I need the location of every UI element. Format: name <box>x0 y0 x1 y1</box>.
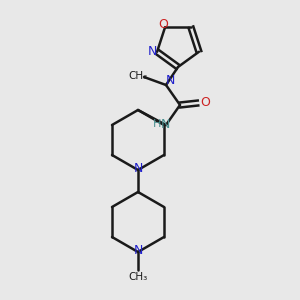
Text: N: N <box>165 74 175 88</box>
Text: CH₃: CH₃ <box>128 71 148 81</box>
Text: H: H <box>153 119 161 129</box>
Text: N: N <box>147 45 157 58</box>
Text: O: O <box>158 18 168 31</box>
Text: N: N <box>160 118 170 130</box>
Text: N: N <box>133 163 143 176</box>
Text: O: O <box>200 97 210 110</box>
Text: CH₃: CH₃ <box>128 272 148 282</box>
Text: N: N <box>133 244 143 257</box>
